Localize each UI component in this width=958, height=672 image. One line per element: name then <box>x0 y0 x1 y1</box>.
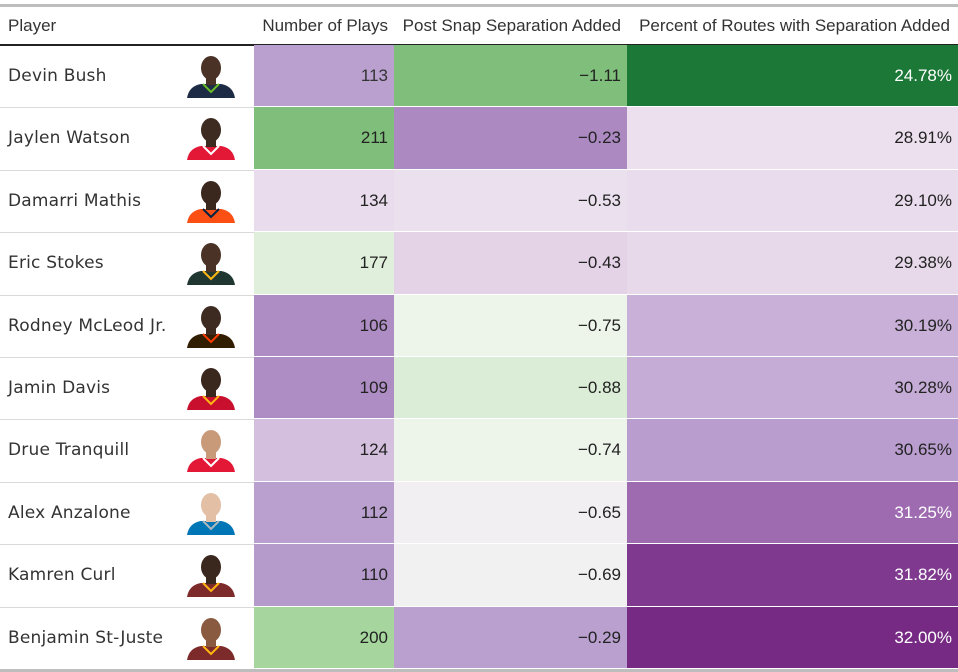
separation-added-cell: −0.43 <box>394 232 627 294</box>
player-headshot-icon <box>187 118 235 161</box>
table-row: Kamren Curl 110 −0.69 31.82% <box>0 544 958 608</box>
number-of-plays-cell: 134 <box>254 169 394 232</box>
player-name: Alex Anzalone <box>8 502 131 523</box>
number-of-plays-cell: 124 <box>254 419 394 481</box>
player-headshot-icon <box>187 368 235 410</box>
header-number-of-plays: Number of Plays <box>262 16 388 35</box>
table-row: Jaylen Watson 211 −0.23 28.91% <box>0 107 958 171</box>
separation-added-cell: −0.88 <box>394 357 627 419</box>
player-headshot-icon <box>187 617 235 660</box>
separation-added-cell: −0.29 <box>394 606 627 668</box>
header-post-snap-separation: Post Snap Separation Added <box>402 16 621 35</box>
percent-routes-cell: 30.19% <box>627 294 958 356</box>
percent-routes-cell: 29.38% <box>627 232 958 294</box>
percent-routes-cell: 30.28% <box>627 357 958 419</box>
table-row: Damarri Mathis 134 −0.53 29.10% <box>0 169 958 234</box>
player-name: Devin Bush <box>8 66 107 86</box>
percent-routes-cell: 29.10% <box>627 169 958 232</box>
separation-added-cell: −0.69 <box>394 544 627 606</box>
player-headshot-icon <box>187 180 235 223</box>
percent-routes-cell: 31.82% <box>627 544 958 606</box>
number-of-plays-cell: 113 <box>254 45 394 107</box>
player-name: Drue Tranquill <box>8 440 130 461</box>
separation-added-cell: −1.11 <box>394 45 627 107</box>
header-percent-routes: Percent of Routes with Separation Added <box>639 16 950 35</box>
number-of-plays-cell: 112 <box>254 481 394 544</box>
player-name: Jamin Davis <box>8 378 111 398</box>
number-of-plays-cell: 177 <box>254 232 394 294</box>
player-name: Benjamin St-Juste <box>8 627 164 648</box>
percent-routes-cell: 31.25% <box>627 481 958 544</box>
table-row: Rodney McLeod Jr. 106 −0.75 30.19% <box>0 294 958 358</box>
percent-routes-cell: 28.91% <box>627 107 958 169</box>
table-header: Player Number of Plays Post Snap Separat… <box>0 7 958 46</box>
table-row: Alex Anzalone 112 −0.65 31.25% <box>0 481 958 546</box>
header-player: Player <box>8 16 57 35</box>
percent-routes-cell: 30.65% <box>627 419 958 481</box>
player-name: Rodney McLeod Jr. <box>8 315 167 336</box>
separation-added-cell: −0.23 <box>394 107 627 169</box>
player-name: Jaylen Watson <box>8 128 131 149</box>
bottom-rule <box>0 669 958 672</box>
table-row: Drue Tranquill 124 −0.74 30.65% <box>0 419 958 483</box>
player-name: Damarri Mathis <box>8 190 142 211</box>
separation-added-cell: −0.74 <box>394 419 627 481</box>
number-of-plays-cell: 200 <box>254 606 394 668</box>
player-headshot-icon <box>187 430 235 473</box>
number-of-plays-cell: 211 <box>254 107 394 169</box>
percent-routes-cell: 32.00% <box>627 606 958 668</box>
table-row: Eric Stokes 177 −0.43 29.38% <box>0 232 958 296</box>
player-headshot-icon <box>187 555 235 598</box>
separation-added-cell: −0.75 <box>394 294 627 356</box>
player-headshot-icon <box>187 492 235 535</box>
number-of-plays-cell: 109 <box>254 357 394 419</box>
player-headshot-icon <box>187 305 235 348</box>
player-name: Kamren Curl <box>8 565 116 586</box>
table-row: Devin Bush 113 −1.11 24.78% <box>0 45 958 109</box>
number-of-plays-cell: 110 <box>254 544 394 606</box>
player-name: Eric Stokes <box>8 253 104 274</box>
player-headshot-icon <box>187 56 235 98</box>
separation-added-cell: −0.65 <box>394 481 627 544</box>
separation-added-cell: −0.53 <box>394 169 627 232</box>
number-of-plays-cell: 106 <box>254 294 394 356</box>
table-row: Benjamin St-Juste 200 −0.29 32.00% <box>0 606 958 670</box>
top-rule <box>0 4 958 7</box>
player-headshot-icon <box>187 243 235 286</box>
percent-routes-cell: 24.78% <box>627 45 958 107</box>
table-row: Jamin Davis 109 −0.88 30.28% <box>0 357 958 421</box>
